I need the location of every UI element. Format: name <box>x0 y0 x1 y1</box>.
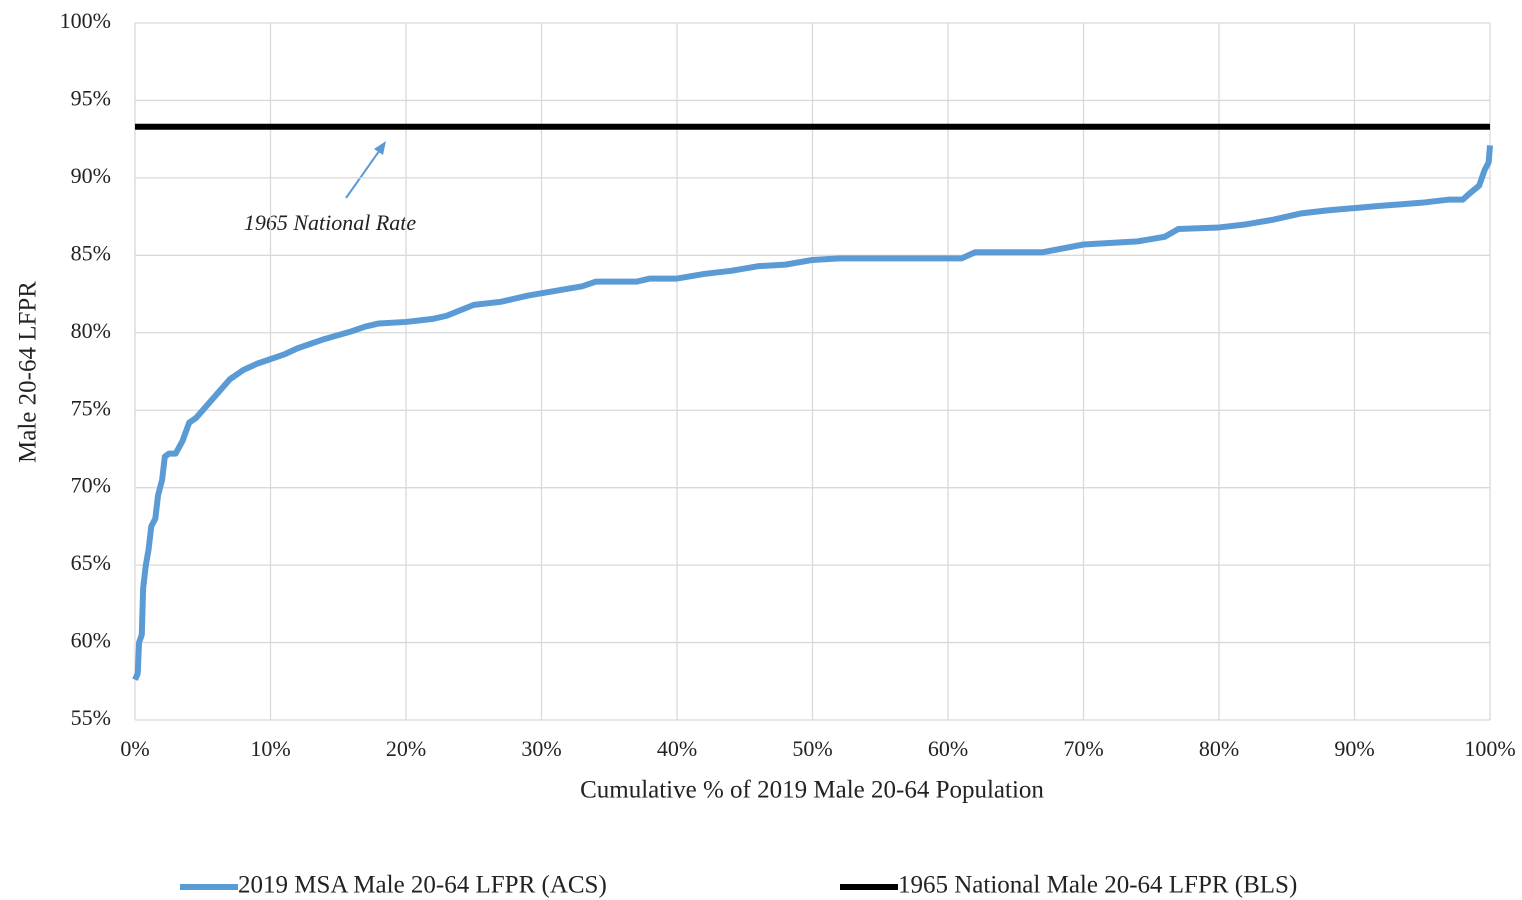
y-tick-label: 55% <box>71 705 111 730</box>
annotation-arrowhead <box>374 141 386 155</box>
x-tick-label: 80% <box>1199 736 1239 761</box>
x-tick-label: 30% <box>521 736 561 761</box>
y-tick-label: 100% <box>60 8 111 33</box>
x-tick-label: 100% <box>1464 736 1515 761</box>
x-tick-label: 40% <box>657 736 697 761</box>
y-tick-label: 85% <box>71 240 111 265</box>
y-tick-label: 75% <box>71 395 111 420</box>
x-tick-label: 0% <box>120 736 149 761</box>
y-tick-label: 80% <box>71 318 111 343</box>
y-axis-label: Male 20-64 LFPR <box>15 281 42 463</box>
y-tick-label: 60% <box>71 628 111 653</box>
y-tick-label: 90% <box>71 163 111 188</box>
y-tick-label: 70% <box>71 473 111 498</box>
y-tick-label: 95% <box>71 85 111 110</box>
x-tick-label: 50% <box>792 736 832 761</box>
annotation-arrow <box>345 146 383 199</box>
y-tick-label: 65% <box>71 550 111 575</box>
x-tick-label: 10% <box>250 736 290 761</box>
x-tick-label: 70% <box>1063 736 1103 761</box>
x-tick-label: 90% <box>1334 736 1374 761</box>
legend-label: 2019 MSA Male 20-64 LFPR (ACS) <box>238 872 607 899</box>
x-axis-label: Cumulative % of 2019 Male 20-64 Populati… <box>580 777 1044 804</box>
data-line <box>132 145 1493 681</box>
legend-label: 1965 National Male 20-64 LFPR (BLS) <box>898 872 1297 899</box>
x-tick-label: 60% <box>928 736 968 761</box>
annotation: 1965 National Rate <box>244 210 417 235</box>
x-tick-label: 20% <box>386 736 426 761</box>
